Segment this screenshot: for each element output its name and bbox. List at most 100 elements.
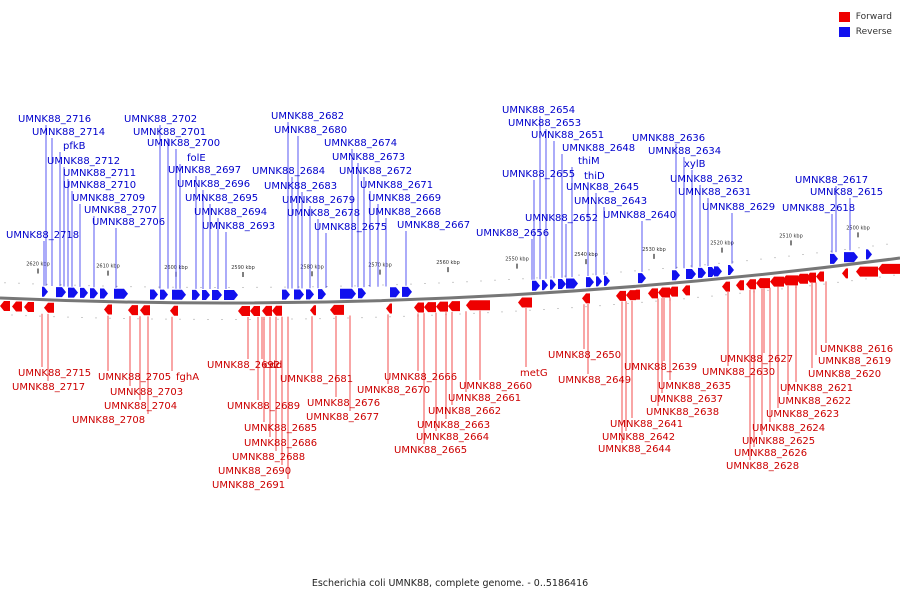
reverse-gene-arrow: [830, 253, 838, 264]
forward-gene-arrow: [386, 303, 392, 314]
reverse-gene-arrow: [402, 286, 412, 297]
scale-ticks: 2620 kbp 2610 kbp 2600 kbp 2590 kbp 2580 kbp…: [4, 225, 895, 320]
reverse-gene-arrow: [294, 289, 304, 300]
forward-gene-label: UMNK88_2637: [650, 394, 723, 405]
reverse-gene-label: UMNK88_2712: [47, 156, 120, 167]
forward-gene-arrow: [736, 280, 744, 291]
reverse-gene-arrow: [714, 266, 722, 277]
forward-gene-arrow: [330, 304, 344, 315]
reverse-gene-arrow: [80, 287, 88, 298]
reverse-gene-label: UMNK88_2667: [397, 220, 470, 231]
reverse-gene-arrow: [550, 279, 556, 290]
scale-tick-label: 2540 kbp: [574, 252, 598, 258]
forward-gene-arrow: [648, 288, 658, 299]
forward-gene-label: UMNK88_2625: [742, 436, 815, 447]
reverse-gene-label: UMNK88_2669: [368, 193, 441, 204]
reverse-gene-label: UMNK88_2634: [648, 146, 721, 157]
forward-gene-arrow: [658, 287, 670, 298]
reverse-gene-label: UMNK88_2617: [795, 175, 868, 186]
forward-gene-arrow: [878, 263, 900, 274]
scale-tick-label: 2510 kbp: [779, 233, 803, 239]
forward-gene-label: UMNK88_2639: [624, 362, 697, 373]
reverse-gene-arrow: [306, 289, 314, 300]
reverse-gene-label: UMNK88_2673: [332, 152, 405, 163]
reverse-gene-label: UMNK88_2700: [147, 138, 220, 149]
reverse-gene-label: UMNK88_2696: [177, 179, 250, 190]
reverse-gene-label: UMNK88_2654: [502, 105, 575, 116]
forward-gene-label: UMNK88_2689: [227, 401, 300, 412]
scale-tick-label: 2520 kbp: [710, 241, 734, 247]
reverse-gene-arrow: [566, 278, 578, 289]
forward-gene-label: UMNK88_2662: [428, 406, 501, 417]
forward-gene-arrow: [756, 278, 770, 289]
reverse-gene-label: UMNK88_2701: [133, 127, 206, 138]
reverse-gene-arrow: [672, 270, 680, 281]
reverse-gene-arrow: [686, 269, 696, 280]
reverse-gene-label: UMNK88_2648: [562, 143, 635, 154]
reverse-gene-arrow: [90, 288, 98, 299]
forward-gene-label: UMNK88_2708: [72, 415, 145, 426]
forward-gene-label: UMNK88_2704: [104, 401, 177, 412]
reverse-gene-label: UMNK88_2640: [603, 210, 676, 221]
forward-gene-arrow: [682, 285, 690, 296]
reverse-gene-label: UMNK88_2632: [670, 174, 743, 185]
forward-gene-arrow: [746, 279, 756, 290]
forward-gene-arrow: [782, 275, 798, 286]
scale-tick-label: 2590 kbp: [231, 265, 255, 271]
reverse-gene-label: thiM: [578, 156, 600, 167]
forward-gene-arrow: [816, 271, 824, 282]
forward-gene-label: UMNK88_2622: [778, 396, 851, 407]
reverse-gene-label: UMNK88_2643: [574, 196, 647, 207]
forward-gene-arrow: [424, 302, 436, 313]
forward-gene-arrow: [12, 301, 22, 312]
reverse-gene-label: UMNK88_2656: [476, 228, 549, 239]
reverse-gene-arrow: [844, 252, 858, 263]
forward-gene-arrow: [722, 281, 730, 292]
reverse-gene-label: UMNK88_2682: [271, 111, 344, 122]
forward-gene-label: cdd: [264, 360, 282, 371]
forward-gene-label: UMNK88_2642: [602, 432, 675, 443]
reverse-gene-label: UMNK88_2668: [368, 207, 441, 218]
forward-gene-arrow: [466, 300, 490, 311]
forward-gene-label: metG: [520, 368, 548, 379]
forward-gene-label: UMNK88_2717: [12, 382, 85, 393]
forward-gene-arrow: [806, 272, 816, 283]
reverse-gene-arrow: [114, 288, 128, 299]
forward-gene-label: UMNK88_2677: [306, 412, 379, 423]
reverse-gene-arrow: [160, 289, 168, 300]
reverse-gene-arrow: [282, 289, 290, 300]
forward-swatch: [838, 11, 850, 22]
forward-gene-label: UMNK88_2616: [820, 344, 893, 355]
forward-gene-label: UMNK88_2628: [726, 461, 799, 472]
forward-gene-label: UMNK88_2620: [808, 369, 881, 380]
forward-gene-arrow: [518, 297, 532, 308]
forward-gene-arrow: [44, 302, 54, 313]
forward-gene-label: UMNK88_2705: [98, 372, 171, 383]
reverse-gene-label: UMNK88_2679: [282, 195, 355, 206]
forward-gene-arrow: [238, 305, 250, 316]
forward-gene-label: UMNK88_2621: [780, 383, 853, 394]
reverse-gene-label: UMNK88_2697: [168, 165, 241, 176]
scale-tick-label: 2500 kbp: [846, 225, 870, 231]
reverse-gene-label: UMNK88_2710: [63, 180, 136, 191]
forward-gene-arrow: [448, 301, 460, 312]
reverse-gene-arrow: [586, 277, 594, 288]
reverse-swatch: [838, 26, 850, 37]
reverse-gene-label: pfkB: [63, 141, 86, 152]
forward-gene-label: UMNK88_2676: [307, 398, 380, 409]
forward-gene-label: UMNK88_2649: [558, 375, 631, 386]
reverse-gene-label: UMNK88_2631: [678, 187, 751, 198]
reverse-gene-label: UMNK88_2718: [6, 230, 79, 241]
reverse-gene-arrow: [728, 265, 734, 276]
forward-gene-label: UMNK88_2665: [394, 445, 467, 456]
reverse-gene-arrow: [68, 287, 78, 298]
reverse-gene-label: UMNK88_2706: [92, 217, 165, 228]
reverse-gene-arrow: [212, 289, 222, 300]
forward-gene-label: UMNK88_2691: [212, 480, 285, 491]
reverse-gene-arrow: [532, 280, 540, 291]
reverse-gene-label: UMNK88_2655: [502, 169, 575, 180]
forward-gene-arrow: [170, 305, 178, 316]
reverse-gene-label: UMNK88_2651: [531, 130, 604, 141]
